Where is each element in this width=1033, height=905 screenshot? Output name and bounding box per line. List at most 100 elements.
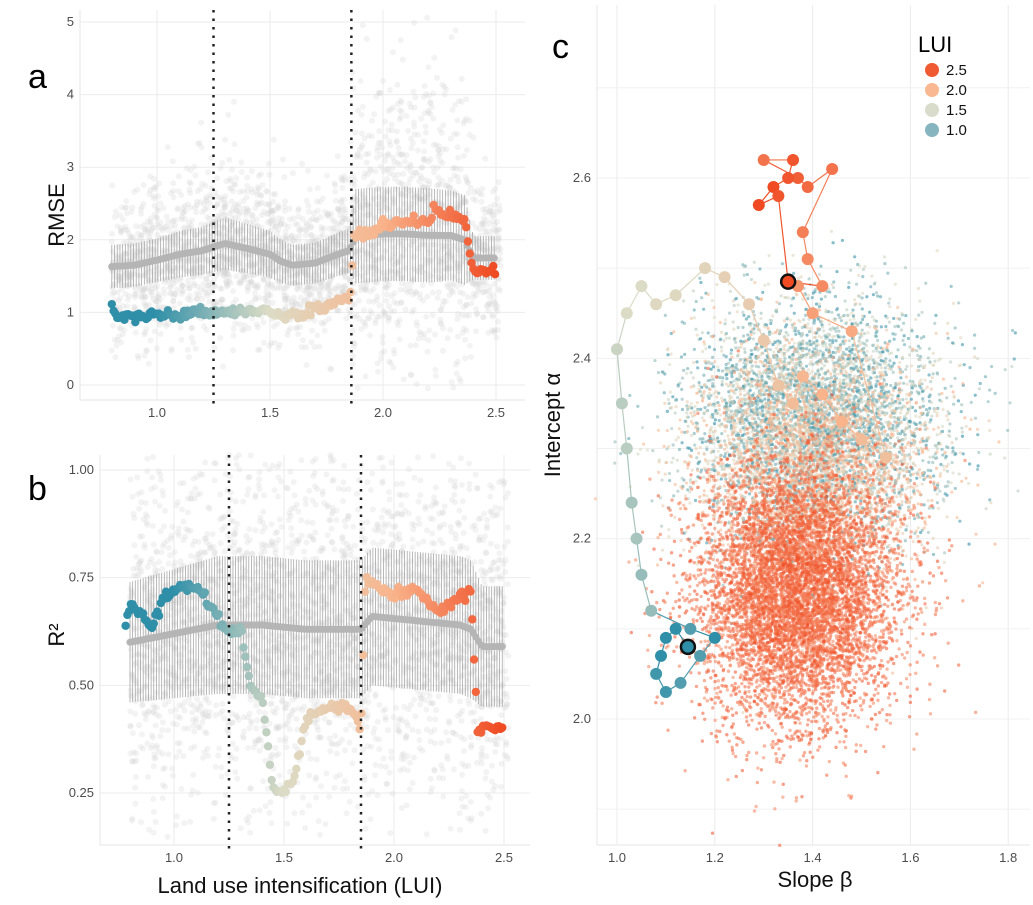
x-tick-label: 2.0 bbox=[385, 850, 403, 865]
cloud-point bbox=[350, 174, 356, 180]
cloud-point bbox=[433, 373, 439, 379]
cloud-point bbox=[317, 832, 323, 838]
cloud-point bbox=[110, 323, 116, 329]
cloud-point bbox=[139, 702, 145, 708]
cloud-point bbox=[415, 454, 421, 460]
cloud-point bbox=[371, 659, 377, 665]
cloud-point bbox=[459, 543, 465, 549]
cloud-point bbox=[394, 160, 400, 166]
cloud-point bbox=[158, 219, 164, 225]
cloud-point bbox=[299, 344, 305, 350]
cloud-point bbox=[295, 286, 301, 292]
cloud-point bbox=[276, 633, 282, 639]
cloud-point bbox=[271, 600, 277, 606]
cloud-point bbox=[344, 785, 350, 791]
cloud-point bbox=[385, 727, 391, 733]
cloud-point bbox=[479, 745, 485, 751]
cloud-point bbox=[327, 365, 333, 371]
cloud-point bbox=[393, 705, 399, 711]
cloud-point bbox=[497, 207, 503, 213]
cloud-point bbox=[379, 350, 385, 356]
cloud-point bbox=[221, 212, 227, 218]
cloud-point bbox=[207, 216, 213, 222]
cloud-point bbox=[302, 825, 308, 831]
cloud-point bbox=[366, 298, 372, 304]
cloud-point bbox=[408, 372, 414, 378]
cloud-point bbox=[158, 477, 164, 483]
cloud-point bbox=[364, 36, 370, 42]
cloud-point bbox=[303, 496, 309, 502]
cloud-point bbox=[313, 650, 319, 656]
cloud-point bbox=[180, 210, 186, 216]
cloud-point bbox=[403, 605, 409, 611]
cloud-point bbox=[154, 278, 160, 284]
cloud-point bbox=[226, 157, 232, 163]
cloud-point bbox=[242, 322, 248, 328]
cloud-point bbox=[382, 622, 388, 628]
cloud-point bbox=[340, 498, 346, 504]
cloud-point bbox=[204, 730, 210, 736]
cloud-point bbox=[444, 265, 450, 271]
cloud-point bbox=[248, 452, 254, 458]
cloud-point bbox=[215, 753, 221, 759]
cloud-point bbox=[375, 792, 381, 798]
cloud-point bbox=[339, 737, 345, 743]
cloud-point bbox=[199, 209, 205, 215]
cloud-point bbox=[494, 304, 500, 310]
cloud-point bbox=[365, 699, 371, 705]
cloud-point bbox=[148, 238, 154, 244]
cloud-point bbox=[192, 485, 198, 491]
cloud-point bbox=[274, 285, 280, 291]
cloud-point bbox=[494, 196, 500, 202]
cloud-point bbox=[294, 244, 300, 250]
cloud-point bbox=[279, 699, 285, 705]
cloud-point bbox=[341, 197, 347, 203]
cloud-point bbox=[416, 178, 422, 184]
cloud-point bbox=[448, 34, 454, 40]
cloud-point bbox=[306, 772, 312, 778]
lui-colored-point bbox=[464, 237, 472, 245]
cloud-point bbox=[163, 668, 169, 674]
cloud-point bbox=[287, 216, 293, 222]
cloud-point bbox=[275, 494, 281, 500]
cloud-point bbox=[159, 727, 165, 733]
y-tick-label: 0.50 bbox=[69, 677, 94, 692]
cloud-point bbox=[225, 112, 231, 118]
cloud-point bbox=[397, 116, 403, 122]
cloud-point bbox=[312, 529, 318, 535]
cloud-point bbox=[427, 99, 433, 105]
cloud-point bbox=[370, 540, 376, 546]
x-tick-label: 2.0 bbox=[374, 405, 392, 420]
cloud-point bbox=[307, 186, 313, 192]
cloud-point bbox=[279, 524, 285, 530]
cloud-point bbox=[497, 736, 503, 742]
cloud-point bbox=[407, 288, 413, 294]
cloud-point bbox=[118, 225, 124, 231]
cloud-point bbox=[258, 193, 264, 199]
cloud-point bbox=[380, 78, 386, 84]
cloud-point bbox=[505, 653, 511, 659]
cloud-point bbox=[497, 288, 503, 294]
cloud-point bbox=[195, 188, 201, 194]
cloud-point bbox=[473, 306, 479, 312]
cloud-point bbox=[288, 525, 294, 531]
cloud-point bbox=[130, 494, 136, 500]
cloud-point bbox=[435, 295, 441, 301]
cloud-point bbox=[253, 492, 259, 498]
cloud-point bbox=[388, 749, 394, 755]
cloud-point bbox=[464, 147, 470, 153]
cloud-point bbox=[315, 185, 321, 191]
cloud-point bbox=[468, 734, 474, 740]
cloud-point bbox=[409, 544, 415, 550]
cloud-point bbox=[380, 340, 386, 346]
cloud-point bbox=[500, 600, 506, 606]
cloud-point bbox=[418, 165, 424, 171]
cloud-point bbox=[487, 294, 493, 300]
cloud-point bbox=[322, 328, 328, 334]
cloud-point bbox=[256, 486, 262, 492]
cloud-point bbox=[343, 316, 349, 322]
cloud-point bbox=[384, 291, 390, 297]
cloud-point bbox=[150, 523, 156, 529]
cloud-point bbox=[211, 460, 217, 466]
cloud-point bbox=[125, 230, 131, 236]
